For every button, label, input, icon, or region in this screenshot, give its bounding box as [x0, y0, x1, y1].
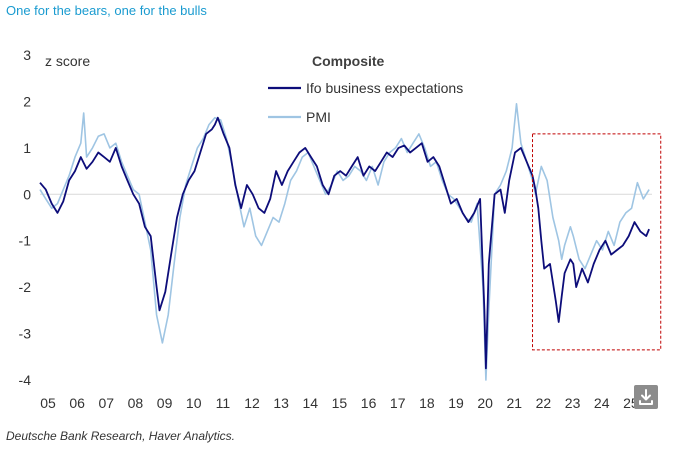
legend: Ifo business expectations PMI — [268, 80, 463, 125]
y-tick-label: -3 — [19, 326, 32, 342]
x-tick-label: 09 — [157, 395, 173, 411]
x-tick-label: 07 — [98, 395, 114, 411]
download-button[interactable] — [634, 385, 658, 409]
chart-title: Composite — [312, 53, 385, 69]
y-tick-label: 2 — [23, 93, 31, 109]
x-axis-ticks: 05 06 07 08 09 10 11 12 13 14 15 16 17 18 19 20 21 22 23 24… — [40, 395, 639, 411]
y-tick-label: 0 — [23, 186, 31, 202]
y-tick-label: 3 — [23, 47, 31, 63]
chart-headline: One for the bears, one for the bulls — [6, 3, 207, 18]
x-tick-label: 05 — [40, 395, 56, 411]
series-line-pmi — [39, 103, 650, 381]
legend-label-ifo: Ifo business expectations — [306, 80, 463, 96]
y-tick-label: -1 — [19, 233, 32, 249]
highlight-box — [532, 133, 662, 351]
x-tick-label: 08 — [128, 395, 144, 411]
x-tick-label: 15 — [332, 395, 348, 411]
x-tick-label: 20 — [477, 395, 493, 411]
source-note: Deutsche Bank Research, Haver Analytics. — [6, 429, 235, 443]
x-tick-label: 11 — [216, 395, 231, 411]
y-tick-label: -4 — [19, 372, 32, 388]
series-line-ifo — [39, 116, 650, 370]
x-tick-label: 21 — [506, 395, 522, 411]
x-tick-label: 17 — [390, 395, 406, 411]
legend-label-pmi: PMI — [306, 109, 331, 125]
x-tick-label: 22 — [536, 395, 552, 411]
x-tick-label: 19 — [448, 395, 464, 411]
x-tick-label: 18 — [419, 395, 435, 411]
y-tick-label: 1 — [23, 140, 31, 156]
x-tick-label: 16 — [361, 395, 377, 411]
y-axis-ticks: 3 2 1 0 -1 -2 -3 -4 — [19, 47, 32, 388]
y-tick-label: -2 — [19, 279, 32, 295]
x-tick-label: 14 — [302, 395, 318, 411]
x-tick-label: 10 — [186, 395, 202, 411]
x-tick-label: 23 — [565, 395, 581, 411]
x-tick-label: 24 — [594, 395, 610, 411]
x-tick-label: 13 — [273, 395, 289, 411]
download-icon — [639, 389, 653, 405]
series-group — [39, 103, 650, 381]
x-tick-label: 06 — [69, 395, 85, 411]
y-axis-label: z score — [45, 53, 90, 69]
x-tick-label: 12 — [244, 395, 260, 411]
